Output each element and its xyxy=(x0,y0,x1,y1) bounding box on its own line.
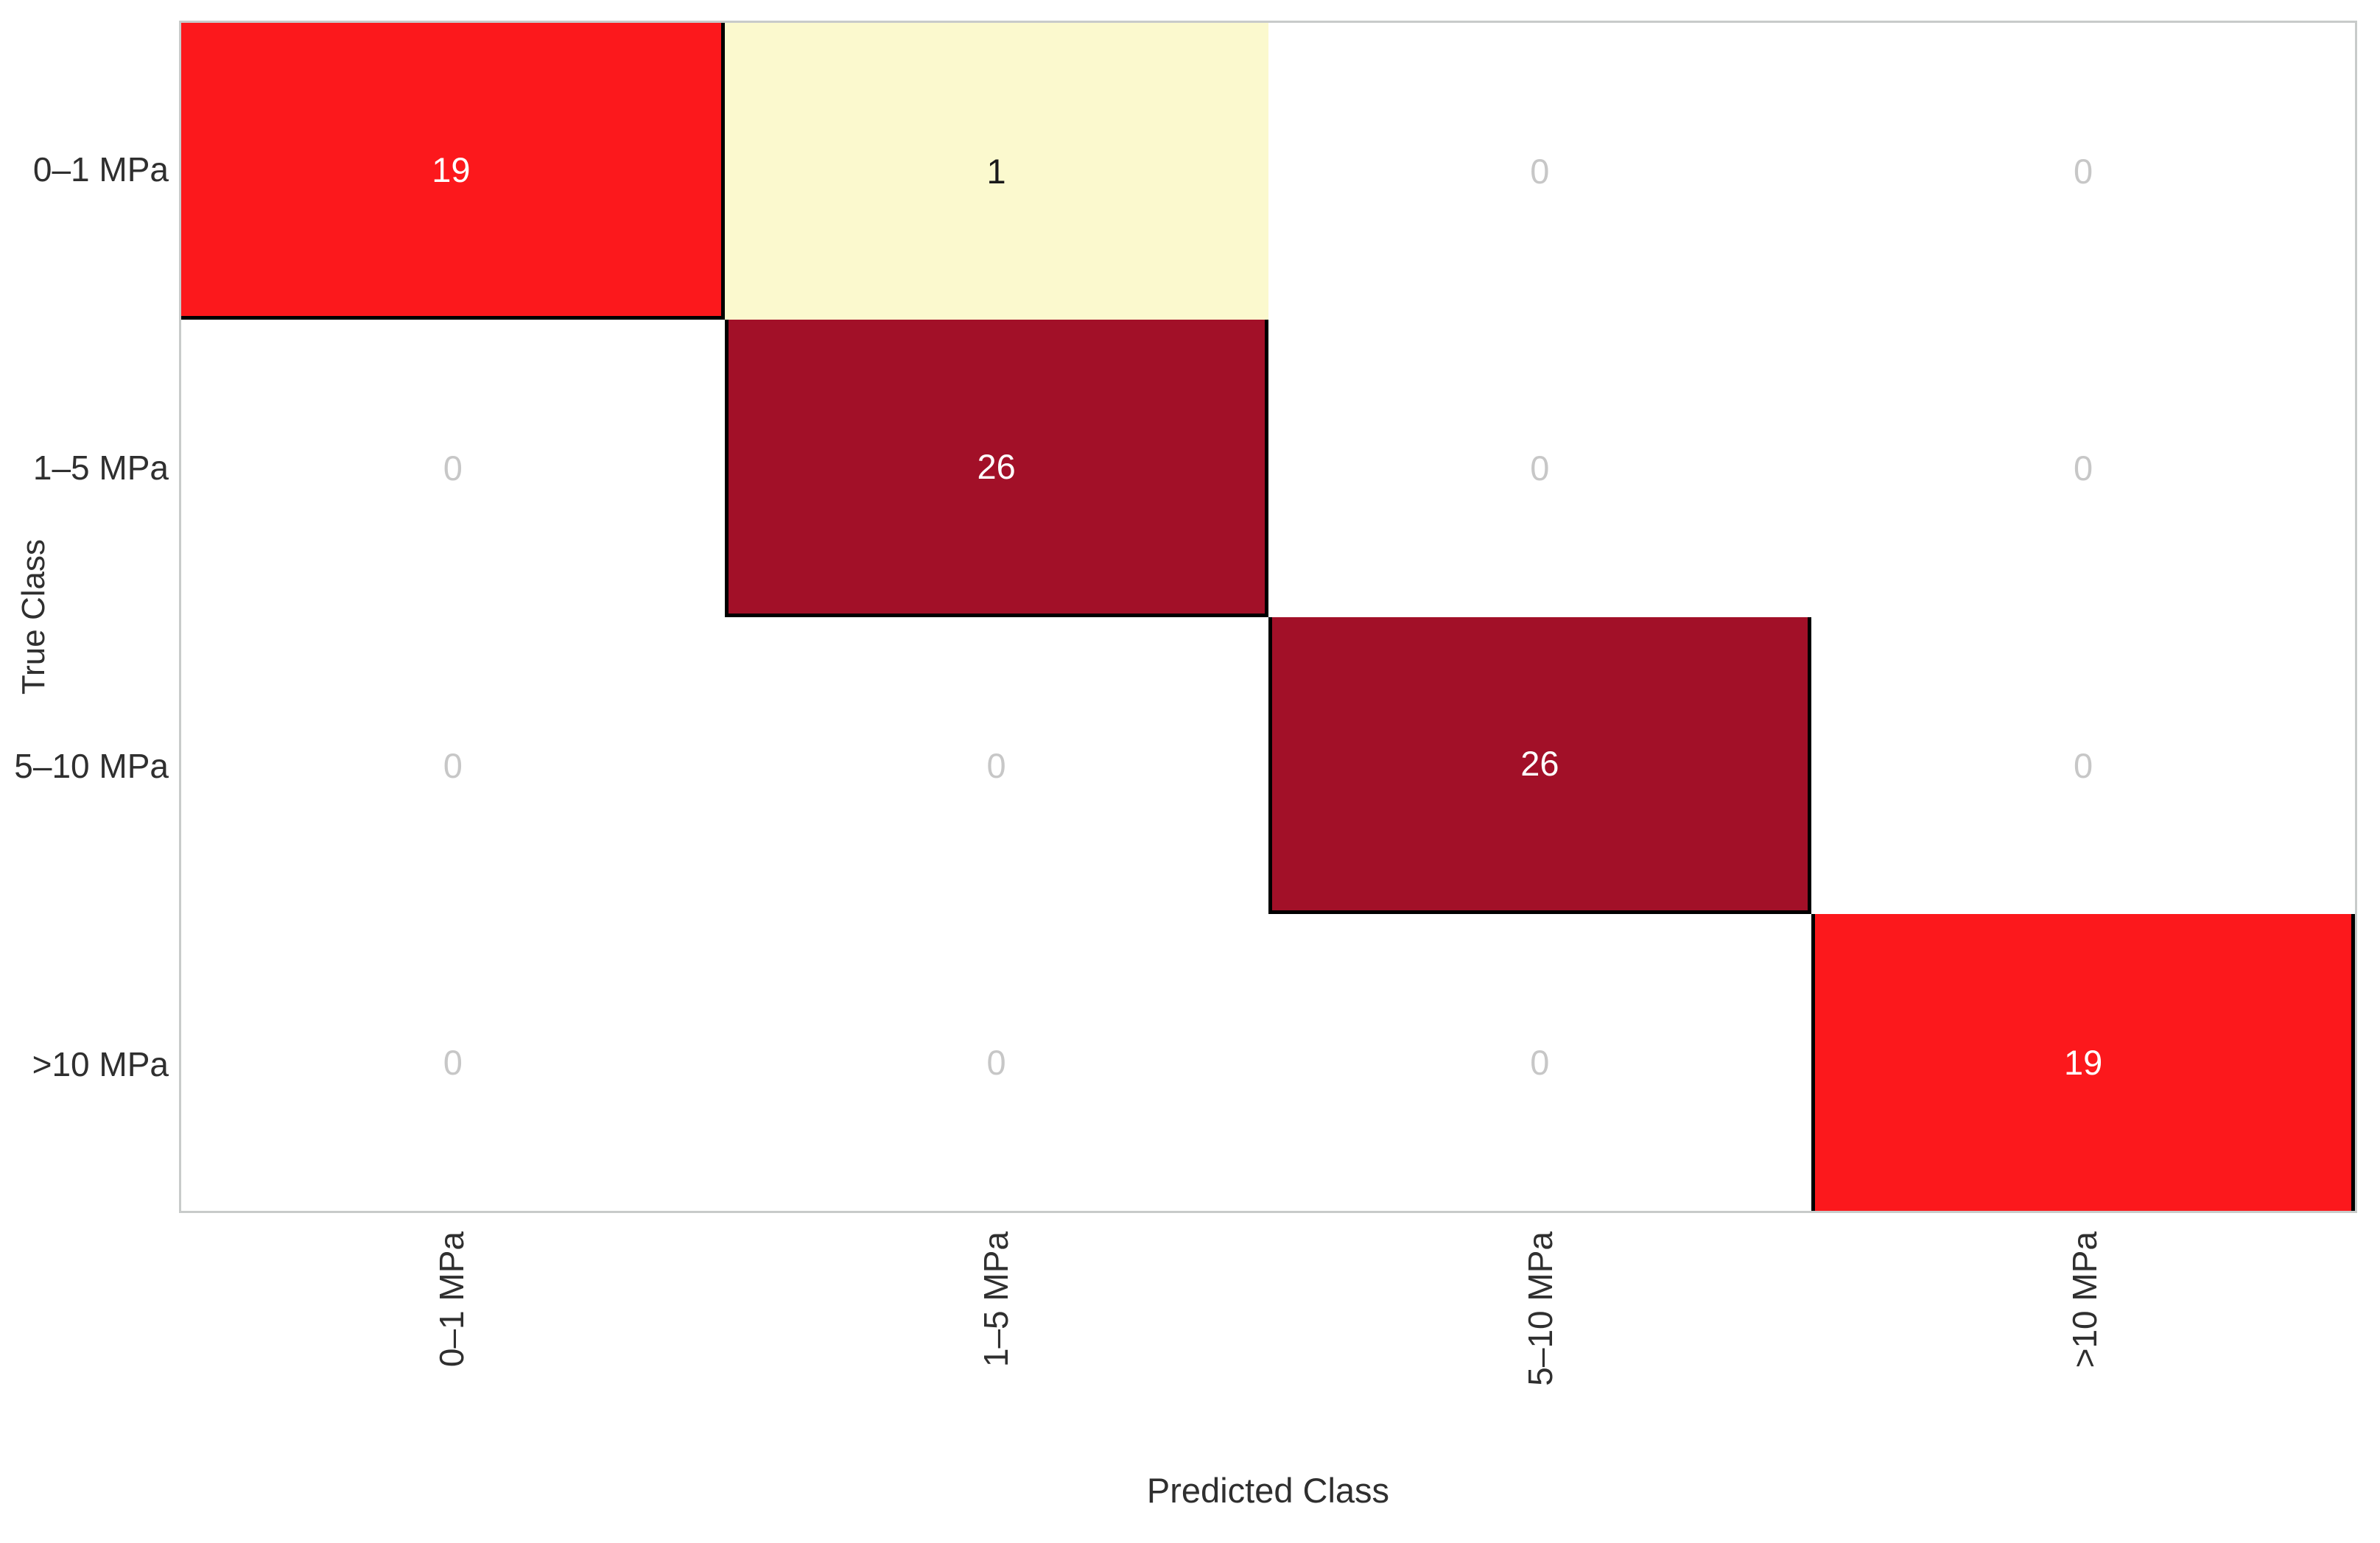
y-tick-1-5: 1–5 MPa xyxy=(32,449,169,488)
x-tick-5-10-text: 5–10 MPa xyxy=(1521,1231,1560,1386)
matrix-cell-r0c2: 0 xyxy=(1268,23,1812,320)
plot-area: 19 1 0 0 0 26 0 0 0 0 26 0 0 0 0 19 xyxy=(179,21,2357,1213)
matrix-cell-r2c1: 0 xyxy=(724,616,1268,914)
matrix-cell-r0c0: 19 xyxy=(181,23,725,320)
matrix-cell-r3c0: 0 xyxy=(181,913,725,1211)
matrix-cell-r1c2: 0 xyxy=(1268,320,1812,617)
matrix-cell-r0c1: 1 xyxy=(724,23,1268,320)
y-tick-labels: 0–1 MPa 1–5 MPa 5–10 MPa >10 MPa xyxy=(0,21,169,1213)
x-tick-1-5: 1–5 MPa xyxy=(723,1231,1268,1475)
matrix-cell-r0c3: 0 xyxy=(1811,23,2355,320)
x-tick-labels: 0–1 MPa 1–5 MPa 5–10 MPa >10 MPa xyxy=(179,1231,2357,1475)
x-tick-gt10: >10 MPa xyxy=(1813,1231,2357,1475)
x-tick-5-10: 5–10 MPa xyxy=(1268,1231,1813,1475)
matrix-cell-r1c0: 0 xyxy=(181,320,725,617)
y-tick-0-1: 0–1 MPa xyxy=(32,150,169,189)
x-tick-1-5-text: 1–5 MPa xyxy=(976,1231,1015,1368)
x-tick-0-1: 0–1 MPa xyxy=(179,1231,723,1475)
x-axis-label: Predicted Class xyxy=(1146,1471,1390,1510)
matrix-cell-r2c0: 0 xyxy=(181,616,725,914)
y-tick-5-10: 5–10 MPa xyxy=(14,746,169,785)
y-tick-gt10: >10 MPa xyxy=(32,1044,169,1083)
matrix-cell-r1c1: 26 xyxy=(724,320,1268,617)
x-tick-0-1-text: 0–1 MPa xyxy=(432,1231,471,1368)
confusion-matrix-grid: 19 1 0 0 0 26 0 0 0 0 26 0 0 0 0 19 xyxy=(181,23,2355,1211)
matrix-cell-r2c3: 0 xyxy=(1811,616,2355,914)
matrix-cell-r1c3: 0 xyxy=(1811,320,2355,617)
matrix-cell-r3c1: 0 xyxy=(724,913,1268,1211)
x-tick-gt10-text: >10 MPa xyxy=(2065,1231,2105,1368)
matrix-cell-r2c2: 26 xyxy=(1268,616,1812,914)
matrix-cell-r3c3: 19 xyxy=(1811,913,2355,1211)
matrix-cell-r3c2: 0 xyxy=(1268,913,1812,1211)
